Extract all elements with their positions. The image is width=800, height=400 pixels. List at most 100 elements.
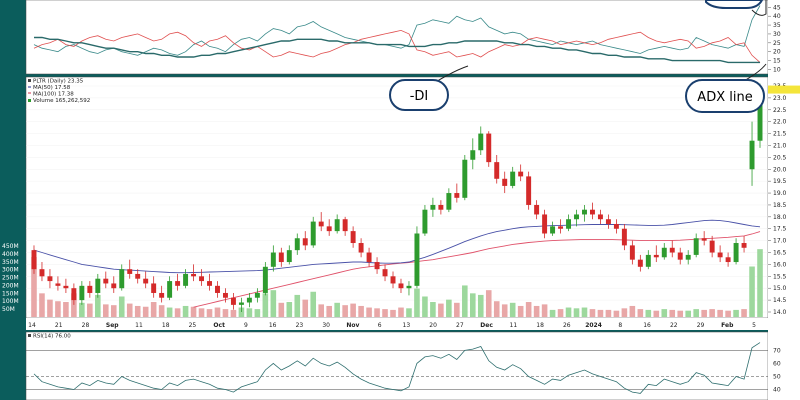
volume-bar (454, 302, 460, 317)
adx-axis-label: 15 (773, 58, 781, 65)
candle (502, 171, 508, 194)
candle (302, 231, 308, 251)
candle-body (215, 285, 220, 293)
volume-bar (238, 307, 245, 317)
date-axis-label: 21 (55, 322, 63, 329)
candle (175, 273, 181, 291)
candle (510, 166, 516, 189)
candle-body (470, 150, 476, 160)
date-axis-label: 5 (752, 322, 756, 329)
candle (414, 226, 420, 289)
date-axis: 14 21 28 Sep 11 18 25 Oct 9 16 23 30 Nov 6 13 20 27 Dec 11… (28, 322, 756, 329)
volume-axis-label: 400M (2, 251, 19, 258)
candle (183, 269, 189, 289)
candle-body (597, 214, 603, 220)
volume-bar (661, 309, 668, 317)
candle (238, 297, 244, 312)
last-price-marker (768, 85, 800, 94)
candle (71, 283, 77, 305)
candle-body (550, 226, 556, 234)
date-axis-label: 13 (403, 322, 411, 329)
top-callout-bubble (705, 0, 764, 9)
candle-body (103, 278, 109, 284)
candle-body (175, 281, 181, 286)
rsi-axis-label: 50 (773, 373, 781, 380)
candle-body (502, 178, 508, 186)
candle (119, 264, 125, 291)
candle (350, 226, 356, 248)
adx-axis-label: 20 (773, 49, 781, 56)
rsi-layer (26, 342, 768, 394)
candle-body (558, 226, 564, 229)
ma50-legend: MA(50) 17.58 (33, 85, 71, 91)
candle (262, 262, 268, 296)
volume-bar (158, 305, 165, 317)
adx-line (34, 36, 760, 64)
candle (733, 238, 739, 265)
candle-body (621, 228, 627, 246)
candle (286, 245, 292, 265)
candle (629, 240, 635, 265)
rsi-legend-swatch (28, 334, 31, 337)
candle-body (661, 247, 667, 258)
right-axis: 23.523.022.522.021.521.020.520.019.519.0… (768, 4, 800, 393)
price-axis-label: 16.5 (773, 250, 787, 257)
candle-body (438, 204, 444, 210)
candle (613, 219, 619, 234)
price-axis-label: 19.5 (773, 178, 787, 185)
candle-body (422, 209, 428, 234)
candle-body (135, 273, 141, 279)
candle (79, 281, 85, 305)
volume-bar (621, 308, 628, 317)
date-axis-label: 29 (697, 322, 705, 329)
candle-body (199, 276, 205, 282)
price-axis-label: 22.5 (773, 107, 787, 114)
adx-callout: ADX line (685, 63, 767, 113)
volume-bar (318, 304, 324, 317)
candle (55, 276, 61, 291)
candle (143, 271, 149, 289)
volume-bar (741, 309, 747, 317)
candle-body (677, 252, 683, 260)
volume-bar (629, 305, 636, 317)
adx-panel[interactable] (25, 0, 769, 75)
volume-bar (358, 305, 364, 317)
date-axis-label: 8 (618, 322, 622, 329)
candle-body (143, 278, 149, 284)
minus-di-callout-label: -DI (410, 89, 429, 104)
candle-body (246, 297, 252, 303)
candle (167, 276, 173, 301)
candle-body (510, 171, 516, 186)
date-axis-label: 18 (536, 322, 544, 329)
candle-body (518, 171, 524, 177)
candle (741, 235, 747, 253)
volume-bar (198, 308, 205, 317)
adx-callout-label: ADX line (697, 90, 752, 105)
candle (103, 271, 109, 289)
candle-body (222, 292, 228, 298)
volume-bar (31, 257, 37, 317)
minus-di-callout-bubble (389, 79, 449, 111)
volume-bar (103, 304, 109, 317)
price-panel[interactable] (25, 76, 769, 319)
candle-layer (31, 83, 763, 312)
candle (558, 219, 564, 234)
candle (486, 131, 492, 167)
volume-bar (142, 306, 149, 317)
candle (382, 264, 388, 282)
volume-bar (110, 305, 117, 317)
candle (597, 209, 603, 224)
volume-bar (294, 294, 301, 317)
candle-body (414, 233, 420, 286)
volume-bar (749, 266, 755, 317)
date-axis-label: Sep (106, 322, 119, 329)
price-axis-label: 20.0 (773, 166, 787, 173)
candle-body (605, 219, 611, 224)
volume-bar (605, 309, 612, 317)
volume-bar (725, 310, 731, 317)
right-axis-strip (768, 0, 800, 400)
volume-bar (222, 309, 229, 317)
candle-body (542, 214, 548, 234)
candle-body (526, 176, 532, 205)
